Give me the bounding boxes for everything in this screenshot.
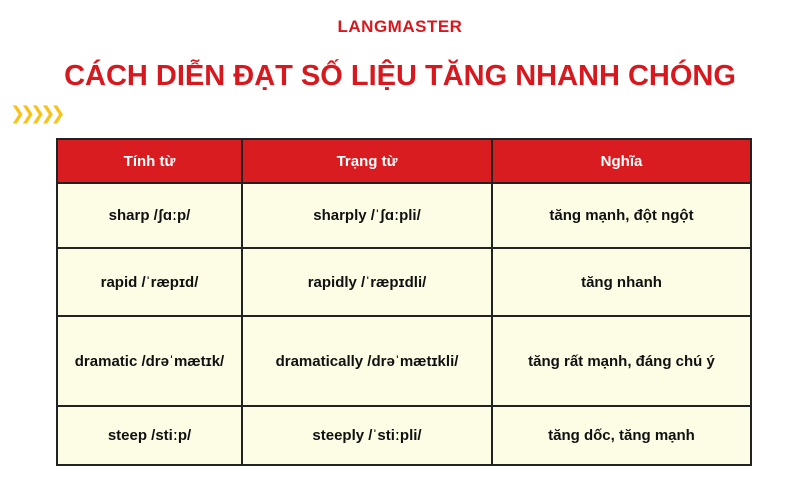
vocabulary-table: Tính từ Trạng từ Nghĩa sharp /ʃɑːp/ shar…: [56, 138, 752, 466]
cell-adjective: rapid /ˈræpɪd/: [56, 247, 243, 317]
chevrons-decoration-icon: ❯❯❯❯❯: [10, 103, 65, 124]
cell-meaning: tăng rất mạnh, đáng chú ý: [491, 315, 752, 407]
cell-adverb: steeply /ˈstiːpli/: [241, 405, 493, 466]
table-header-row: Tính từ Trạng từ Nghĩa: [56, 138, 752, 184]
header-adjective: Tính từ: [56, 138, 243, 184]
cell-adverb: rapidly /ˈræpɪdli/: [241, 247, 493, 317]
page-title: CÁCH DIỄN ĐẠT SỐ LIỆU TĂNG NHANH CHÓNG: [64, 60, 736, 92]
table-row: rapid /ˈræpɪd/ rapidly /ˈræpɪdli/ tăng n…: [56, 247, 752, 317]
brand-logo: LANGMASTER: [337, 17, 463, 36]
cell-adverb: sharply /ˈʃɑːpli/: [241, 182, 493, 249]
table-row: steep /stiːp/ steeply /ˈstiːpli/ tăng dố…: [56, 405, 752, 466]
cell-adjective: steep /stiːp/: [56, 405, 243, 466]
cell-adjective: dramatic /drəˈmætɪk/: [56, 315, 243, 407]
cell-meaning: tăng mạnh, đột ngột: [491, 182, 752, 249]
header-adverb: Trạng từ: [241, 138, 493, 184]
table-row: sharp /ʃɑːp/ sharply /ˈʃɑːpli/ tăng mạnh…: [56, 182, 752, 249]
table-row: dramatic /drəˈmætɪk/ dramatically /drəˈm…: [56, 315, 752, 407]
cell-meaning: tăng nhanh: [491, 247, 752, 317]
cell-adjective: sharp /ʃɑːp/: [56, 182, 243, 249]
header-meaning: Nghĩa: [491, 138, 752, 184]
cell-adverb: dramatically /drəˈmætɪkli/: [241, 315, 493, 407]
cell-meaning: tăng dốc, tăng mạnh: [491, 405, 752, 466]
